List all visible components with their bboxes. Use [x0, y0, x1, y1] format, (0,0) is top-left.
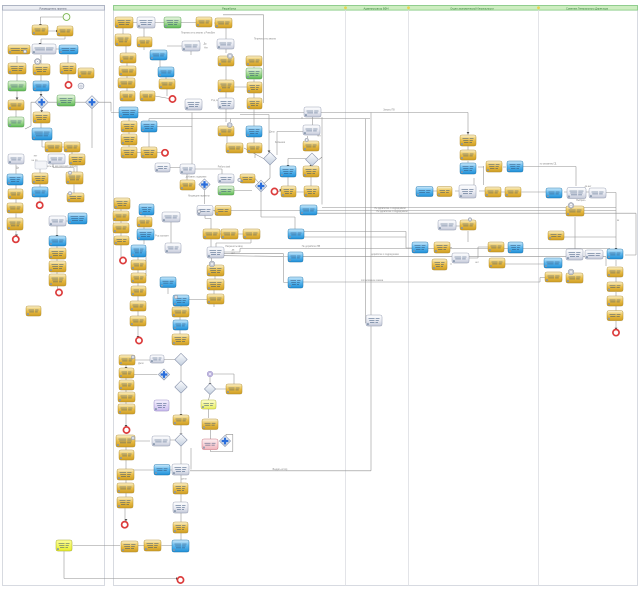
svg-text:добавить задержки: добавить задержки [186, 176, 207, 178]
svg-text:по указанию ГД: по указанию ГД [540, 164, 557, 166]
svg-text:не пр: не пр [32, 160, 38, 162]
svg-text:нет: нет [231, 253, 235, 255]
svg-text:×: × [229, 54, 231, 58]
svg-text:Затмения: Затмения [275, 142, 286, 144]
svg-text:Руководитель проекта: Руководитель проекта [40, 6, 67, 10]
svg-text:Не доработки с подрядчиком: Не доработки с подрядчиком [374, 208, 405, 210]
svg-text:Разрешить ввод: Разрешить ввод [225, 246, 243, 248]
svg-text:Работа task: Работа task [218, 165, 231, 168]
svg-text:×: × [211, 262, 213, 266]
svg-text:согласование заказа: согласование заказа [361, 280, 384, 282]
svg-text:да: да [232, 249, 235, 251]
svg-text:дело: дело [181, 479, 187, 481]
svg-text:да нет: да нет [585, 186, 593, 188]
svg-text:Советник Генерального Директор: Советник Генерального Директора [566, 6, 608, 10]
svg-text:Медведев параметр: Медведев параметр [188, 196, 210, 198]
svg-text:нет: нет [34, 156, 38, 158]
svg-text:Не доработки ПВ: Не доработки ПВ [302, 246, 321, 248]
svg-text:Дело: Дело [269, 132, 275, 134]
svg-text:Выдать истор: Выдать истор [273, 469, 288, 471]
svg-text:Отдел экономической безопаснос: Отдел экономической безопасности [450, 6, 494, 10]
svg-text:×: × [37, 60, 39, 64]
svg-text:Не доработки с подрядчиком: Не доработки с подрядчиком [376, 211, 407, 213]
svg-text:Выбрать: Выбрать [576, 200, 586, 202]
svg-text:Да: Да [16, 168, 20, 170]
svg-text:×: × [570, 204, 572, 208]
svg-text:нет: нет [317, 136, 321, 138]
svg-text:Переместить анализ: Переместить анализ [254, 39, 276, 41]
svg-text:Администратор БФН: Администратор БФН [364, 6, 389, 10]
svg-text:Сохранить не автоматикой /диле: Сохранить не автоматикой /дилер [40, 165, 77, 168]
svg-text:Переместить анализ с РиноВип: Переместить анализ с РиноВип [181, 33, 216, 35]
svg-text:☺: ☺ [79, 84, 83, 89]
svg-text:×: × [570, 270, 572, 274]
svg-text:нет: нет [475, 262, 479, 264]
svg-text:Да: Да [204, 43, 208, 45]
svg-text:ок: ок [617, 220, 620, 222]
svg-text:×: × [229, 123, 231, 127]
svg-text:Разработка: Разработка [222, 6, 236, 10]
svg-text:Рчд горизонт: Рчд горизонт [155, 236, 170, 238]
svg-text:Запрос ПВ: Запрос ПВ [383, 110, 395, 112]
svg-text:доработки с подрядчиком: доработки с подрядчиком [371, 254, 399, 256]
svg-text:Нет: Нет [204, 48, 209, 50]
svg-text:Дело: Дело [138, 363, 144, 365]
